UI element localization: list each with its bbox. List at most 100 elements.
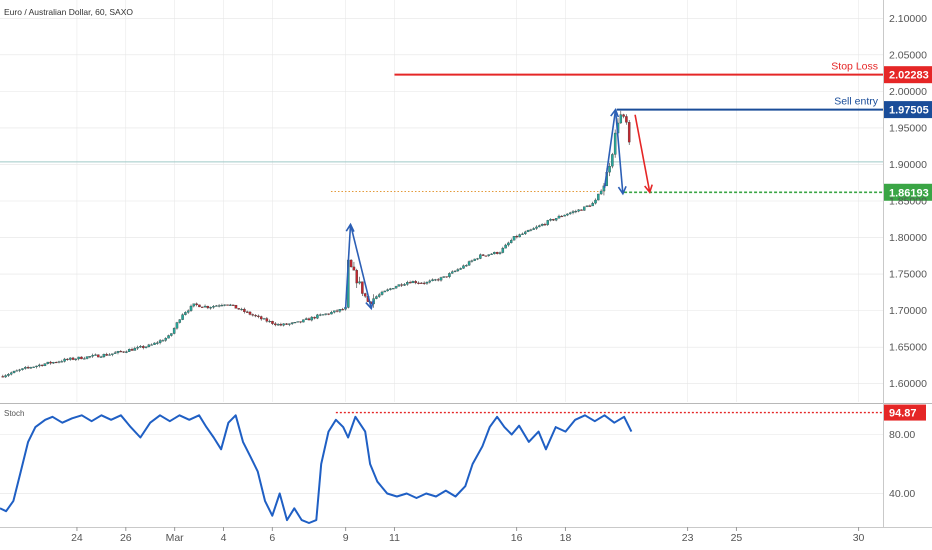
time-tick-label: 9 bbox=[343, 532, 349, 544]
candle-body bbox=[40, 364, 44, 366]
candle-body bbox=[453, 270, 457, 272]
price-tick-label: 1.60000 bbox=[889, 378, 927, 390]
candle-body bbox=[310, 316, 314, 321]
candle-body bbox=[327, 313, 330, 315]
price-pane[interactable]: Stop Loss 2.02283 Sell entry 1.97505 1.86193 bbox=[0, 0, 932, 402]
time-tick-label: 30 bbox=[853, 532, 865, 544]
candle-body bbox=[88, 356, 92, 358]
price-scale[interactable]: 2.10000 2.05000 2.00000 1.95000 1.90000 1.850… bbox=[889, 13, 927, 390]
candle-body bbox=[532, 228, 535, 230]
level-badge bbox=[884, 183, 932, 201]
candle-body bbox=[127, 349, 131, 352]
candle-body bbox=[597, 193, 600, 201]
price-tick-label: 1.80000 bbox=[889, 232, 927, 244]
reference-line-layer bbox=[0, 161, 883, 192]
candle-body bbox=[392, 288, 395, 290]
candle-body bbox=[509, 240, 513, 244]
candle-body bbox=[18, 369, 21, 371]
candle-body bbox=[237, 308, 241, 310]
candle-body bbox=[355, 270, 358, 284]
candle-body bbox=[411, 281, 415, 284]
level-label: Stop Loss bbox=[831, 61, 878, 73]
candle-body bbox=[60, 361, 64, 363]
candle-body bbox=[563, 214, 566, 217]
candle-body bbox=[259, 316, 263, 320]
candle-body bbox=[217, 305, 221, 307]
candle-body bbox=[465, 265, 468, 267]
candle-body bbox=[265, 318, 269, 322]
candle-body bbox=[436, 279, 440, 281]
osc-level-badge bbox=[884, 404, 926, 421]
candle-body bbox=[518, 234, 521, 238]
price-tick-label: 1.95000 bbox=[889, 122, 927, 134]
candle-body bbox=[498, 252, 502, 254]
candle-body bbox=[333, 310, 336, 313]
candle-body bbox=[150, 344, 153, 346]
candle-body bbox=[144, 346, 148, 348]
price-grid bbox=[0, 0, 883, 402]
candle-body bbox=[293, 322, 297, 324]
candle-body bbox=[102, 354, 106, 357]
candle-body bbox=[568, 212, 572, 215]
candle-body bbox=[422, 282, 426, 284]
candle-body bbox=[147, 344, 151, 347]
candle-body bbox=[583, 206, 586, 211]
candle-body bbox=[198, 304, 201, 308]
candle-body bbox=[459, 268, 462, 270]
candle-body bbox=[546, 220, 550, 225]
candle-body bbox=[97, 354, 100, 358]
arrow-down-mar9 bbox=[349, 224, 373, 309]
candle-body bbox=[526, 230, 530, 233]
candle-body bbox=[554, 218, 558, 221]
candle-body bbox=[299, 321, 302, 323]
candle-body bbox=[349, 259, 353, 268]
osc-level-badge-value: 94.87 bbox=[889, 408, 917, 420]
candle-body bbox=[515, 236, 519, 238]
candle-body bbox=[200, 306, 204, 308]
candle-body bbox=[619, 114, 623, 124]
candle-body bbox=[24, 367, 27, 369]
candle-body bbox=[52, 361, 55, 364]
candle-body bbox=[608, 165, 611, 173]
oscillator-pane[interactable]: 94.87 Stoch bbox=[0, 404, 926, 524]
oscillator-scale[interactable]: 80.00 40.00 bbox=[889, 429, 915, 500]
time-axis[interactable]: 24 26 Mar 4 6 9 11 16 18 23 25 30 bbox=[71, 527, 865, 544]
candle-body bbox=[116, 351, 120, 353]
candle-body bbox=[279, 324, 283, 326]
candle-body bbox=[352, 266, 356, 271]
candle-body bbox=[68, 357, 72, 360]
candle-body bbox=[231, 304, 235, 306]
candle-body bbox=[425, 281, 429, 284]
candle-body bbox=[560, 215, 564, 218]
time-tick-label: 11 bbox=[389, 532, 400, 544]
candle-body bbox=[167, 335, 170, 339]
price-tick-label: 1.90000 bbox=[889, 159, 927, 171]
candle-body bbox=[462, 265, 465, 269]
candle-body bbox=[119, 351, 123, 353]
candle-body bbox=[389, 288, 392, 290]
candle-body bbox=[15, 370, 19, 372]
time-tick-label: 23 bbox=[682, 532, 694, 544]
candle-body bbox=[80, 356, 83, 360]
time-tick-label: 4 bbox=[221, 532, 227, 544]
candle-body bbox=[170, 333, 173, 336]
candle-body bbox=[105, 354, 108, 356]
candle-body bbox=[161, 340, 165, 342]
arrow-up-mar9 bbox=[344, 224, 352, 309]
candle-body bbox=[212, 306, 215, 308]
candle-body bbox=[445, 276, 448, 278]
candle-body bbox=[262, 318, 266, 320]
candles-layer bbox=[1, 110, 631, 378]
candle-body bbox=[307, 318, 311, 321]
candle-body bbox=[99, 356, 103, 358]
candle-body bbox=[450, 271, 454, 274]
chart-title: Euro / Australian Dollar, 60, SAXO bbox=[4, 7, 133, 17]
candle-body bbox=[226, 304, 229, 306]
candle-body bbox=[341, 309, 344, 311]
candle-body bbox=[571, 211, 575, 213]
candle-body bbox=[276, 324, 280, 326]
arrow-down-mar19 bbox=[614, 109, 624, 194]
candle-body bbox=[74, 358, 78, 360]
candle-body bbox=[111, 353, 114, 355]
